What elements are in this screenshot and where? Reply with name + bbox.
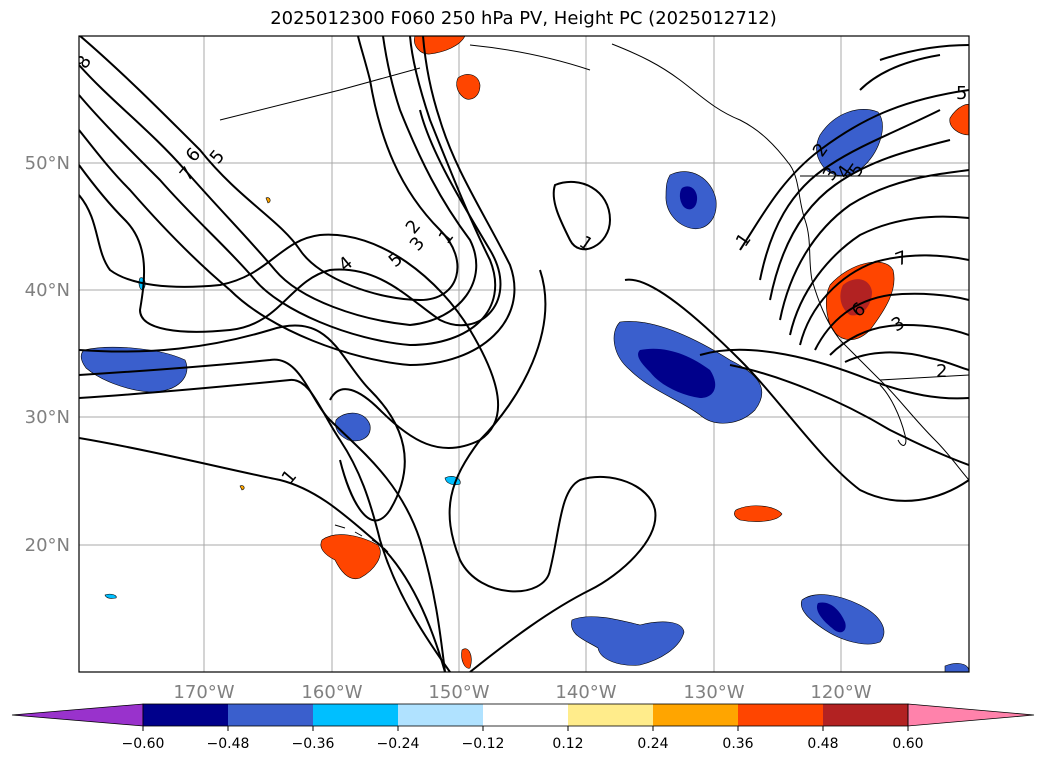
lon-label: 120°W — [810, 682, 871, 703]
pv-negative-anomalies — [80, 109, 969, 672]
pv-blob-small-4 — [944, 663, 969, 672]
lat-label: 20°N — [25, 535, 70, 556]
pv-blob-north-edge — [414, 36, 466, 55]
colorbar-extend-right — [907, 703, 1035, 727]
coast-aleutians — [219, 67, 421, 121]
lon-label: 130°W — [683, 682, 744, 703]
pv-blob-south-small — [461, 648, 472, 669]
height-contours — [79, 36, 969, 672]
pv-blob-east-edge — [949, 104, 969, 136]
longitude-axis: 170°W 160°W 150°W 140°W 130°W 120°W — [173, 682, 871, 703]
colorbar-segment — [738, 704, 823, 726]
lat-label: 30°N — [25, 407, 70, 428]
colorbar-tick-label: −0.48 — [207, 736, 250, 752]
colorbar-tick-label: 0.48 — [807, 736, 838, 752]
contour-label: 4 — [335, 252, 357, 275]
hawaii-islands — [334, 524, 389, 553]
pv-blob-southwest-low — [571, 616, 685, 666]
pv-blob-mid-west — [335, 412, 371, 442]
contour-label: 7 — [893, 247, 911, 271]
colorbar-segment — [228, 704, 313, 726]
colorbar-tick-label: 0.36 — [722, 736, 753, 752]
pv-blob-south-center — [734, 505, 783, 522]
contour-label: 5 — [206, 146, 229, 168]
lon-label: 140°W — [555, 682, 616, 703]
border-us-mexico — [879, 374, 969, 381]
map-area: 8 7 6 5 2 3 1 4 5 1 1 1 2 3 4 5 7 6 3 2 … — [72, 36, 969, 672]
colorbar-segment — [653, 704, 738, 726]
colorbar-tick-label: 0.12 — [552, 736, 583, 752]
colorbar-segment — [313, 704, 398, 726]
colorbar-outline — [142, 703, 909, 727]
pv-blob-tiny-2 — [265, 197, 271, 204]
pv-blob-california-core — [840, 279, 872, 316]
colorbar-tick-label: −0.60 — [122, 736, 165, 752]
contour-label: 5 — [956, 83, 967, 104]
pv-blob-central-pacific-core — [638, 348, 716, 398]
pv-blob-tiny — [239, 485, 245, 491]
map-title: 2025012300 F060 250 hPa PV, Height PC (2… — [270, 8, 777, 29]
colorbar: −0.60 −0.48 −0.36 −0.24 −0.12 0.12 0.24 0.36 0.4… — [11, 703, 1035, 752]
lon-label: 150°W — [428, 682, 489, 703]
pv-blob-southeast-core — [816, 602, 846, 633]
lat-label: 40°N — [25, 280, 70, 301]
map-frame — [78, 35, 970, 673]
lon-label: 170°W — [173, 682, 234, 703]
coast-north-america — [611, 43, 969, 481]
lon-label: 160°W — [301, 682, 362, 703]
pv-blob-small-3 — [104, 593, 117, 599]
colorbar-segment — [568, 704, 653, 726]
latitude-axis: 50°N 40°N 30°N 20°N — [25, 153, 70, 556]
pv-positive-anomalies — [239, 36, 969, 669]
colorbar-segment — [483, 704, 568, 726]
coast-alaska — [469, 44, 591, 71]
colorbar-segment — [398, 704, 483, 726]
pv-blob-north-center-core — [679, 186, 698, 210]
lat-label: 50°N — [25, 153, 70, 174]
colorbar-tick-label: 0.60 — [892, 736, 923, 752]
contour-label: 2 — [936, 361, 947, 382]
colorbar-tick-label: −0.12 — [462, 736, 505, 752]
coast-baja — [879, 384, 907, 446]
colorbar-tick-label: 0.24 — [637, 736, 668, 752]
contour-label: 1 — [575, 232, 596, 256]
colorbar-extend-left — [11, 703, 144, 727]
pv-blob-north-small — [456, 74, 481, 100]
colorbar-segment — [143, 704, 228, 726]
pv-blob-hawaii — [320, 534, 381, 580]
contour-label: 8 — [72, 52, 96, 72]
colorbar-segment — [823, 704, 908, 726]
colorbar-tick-label: −0.24 — [377, 736, 420, 752]
colorbar-tick-label: −0.36 — [292, 736, 335, 752]
contour-label: 1 — [435, 226, 458, 248]
pv-blob-bc-coast — [816, 109, 883, 176]
